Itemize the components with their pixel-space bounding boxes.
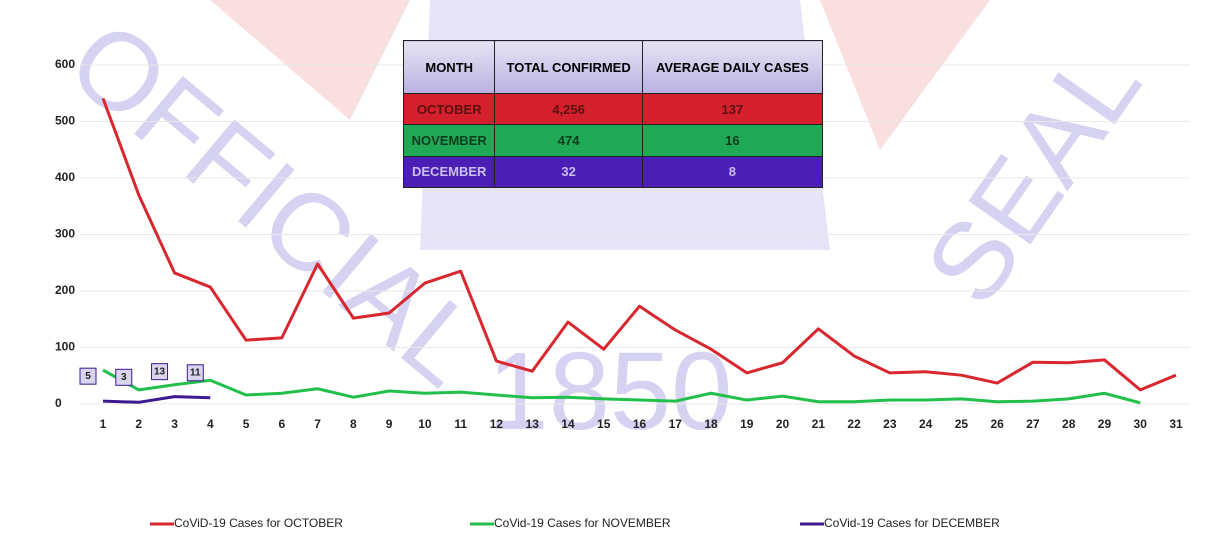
data-label: 11 bbox=[190, 367, 201, 378]
summary-table: MONTH TOTAL CONFIRMED AVERAGE DAILY CASE… bbox=[403, 40, 823, 188]
legend-label: CoViD-19 Cases for OCTOBER bbox=[174, 516, 343, 530]
series-line bbox=[103, 397, 210, 403]
data-label: 5 bbox=[85, 371, 91, 382]
x-tick-label: 25 bbox=[955, 417, 969, 431]
x-tick-label: 26 bbox=[990, 417, 1004, 431]
cell: NOVEMBER bbox=[404, 125, 495, 156]
x-tick-label: 2 bbox=[135, 417, 142, 431]
cell: 4,256 bbox=[495, 94, 642, 125]
header-cell: AVERAGE DAILY CASES bbox=[642, 41, 822, 94]
x-tick-label: 9 bbox=[386, 417, 393, 431]
cell: 474 bbox=[495, 125, 642, 156]
watermark-shape bbox=[820, 0, 990, 150]
x-tick-label: 24 bbox=[919, 417, 933, 431]
x-tick-label: 19 bbox=[740, 417, 754, 431]
header-cell: TOTAL CONFIRMED bbox=[495, 41, 642, 94]
x-tick-label: 1 bbox=[100, 417, 107, 431]
x-tick-label: 13 bbox=[526, 417, 540, 431]
legend-label: CoVid-19 Cases for NOVEMBER bbox=[494, 516, 671, 530]
x-tick-label: 29 bbox=[1098, 417, 1112, 431]
legend-label: CoVid-19 Cases for DECEMBER bbox=[824, 516, 1000, 530]
x-tick-label: 5 bbox=[243, 417, 250, 431]
x-tick-label: 11 bbox=[454, 417, 467, 431]
x-tick-label: 7 bbox=[314, 417, 321, 431]
y-tick-label: 300 bbox=[55, 227, 75, 241]
x-tick-label: 30 bbox=[1134, 417, 1148, 431]
x-tick-label: 12 bbox=[490, 417, 504, 431]
x-tick-label: 17 bbox=[669, 417, 683, 431]
cell: 32 bbox=[495, 156, 642, 187]
page: OFFICIAL 1850 SEAL 010020030040050060012… bbox=[0, 0, 1206, 534]
x-tick-label: 27 bbox=[1026, 417, 1040, 431]
cell: 8 bbox=[642, 156, 822, 187]
table-header: MONTH TOTAL CONFIRMED AVERAGE DAILY CASE… bbox=[404, 41, 823, 94]
x-tick-label: 6 bbox=[278, 417, 285, 431]
data-label: 3 bbox=[121, 372, 127, 383]
x-tick-label: 31 bbox=[1169, 417, 1183, 431]
cell: OCTOBER bbox=[404, 94, 495, 125]
watermark-text: SEAL bbox=[902, 25, 1164, 326]
y-tick-label: 600 bbox=[55, 57, 75, 71]
y-tick-label: 200 bbox=[55, 283, 75, 297]
x-tick-label: 3 bbox=[171, 417, 178, 431]
x-tick-label: 16 bbox=[633, 417, 647, 431]
x-tick-label: 8 bbox=[350, 417, 357, 431]
x-tick-label: 4 bbox=[207, 417, 214, 431]
x-tick-label: 28 bbox=[1062, 417, 1076, 431]
x-tick-label: 21 bbox=[812, 417, 826, 431]
x-tick-label: 18 bbox=[704, 417, 718, 431]
x-tick-label: 15 bbox=[597, 417, 611, 431]
y-tick-label: 0 bbox=[55, 396, 62, 410]
cell: DECEMBER bbox=[404, 156, 495, 187]
x-tick-label: 22 bbox=[847, 417, 861, 431]
y-tick-label: 400 bbox=[55, 170, 75, 184]
x-tick-label: 14 bbox=[561, 417, 575, 431]
x-tick-label: 23 bbox=[883, 417, 897, 431]
cell: 16 bbox=[642, 125, 822, 156]
data-label: 13 bbox=[154, 366, 166, 377]
y-tick-label: 100 bbox=[55, 340, 75, 354]
y-tick-label: 500 bbox=[55, 114, 75, 128]
header-cell: MONTH bbox=[404, 41, 495, 94]
watermark-text: 1850 bbox=[488, 330, 733, 453]
x-tick-label: 20 bbox=[776, 417, 790, 431]
x-tick-label: 10 bbox=[418, 417, 432, 431]
cell: 137 bbox=[642, 94, 822, 125]
